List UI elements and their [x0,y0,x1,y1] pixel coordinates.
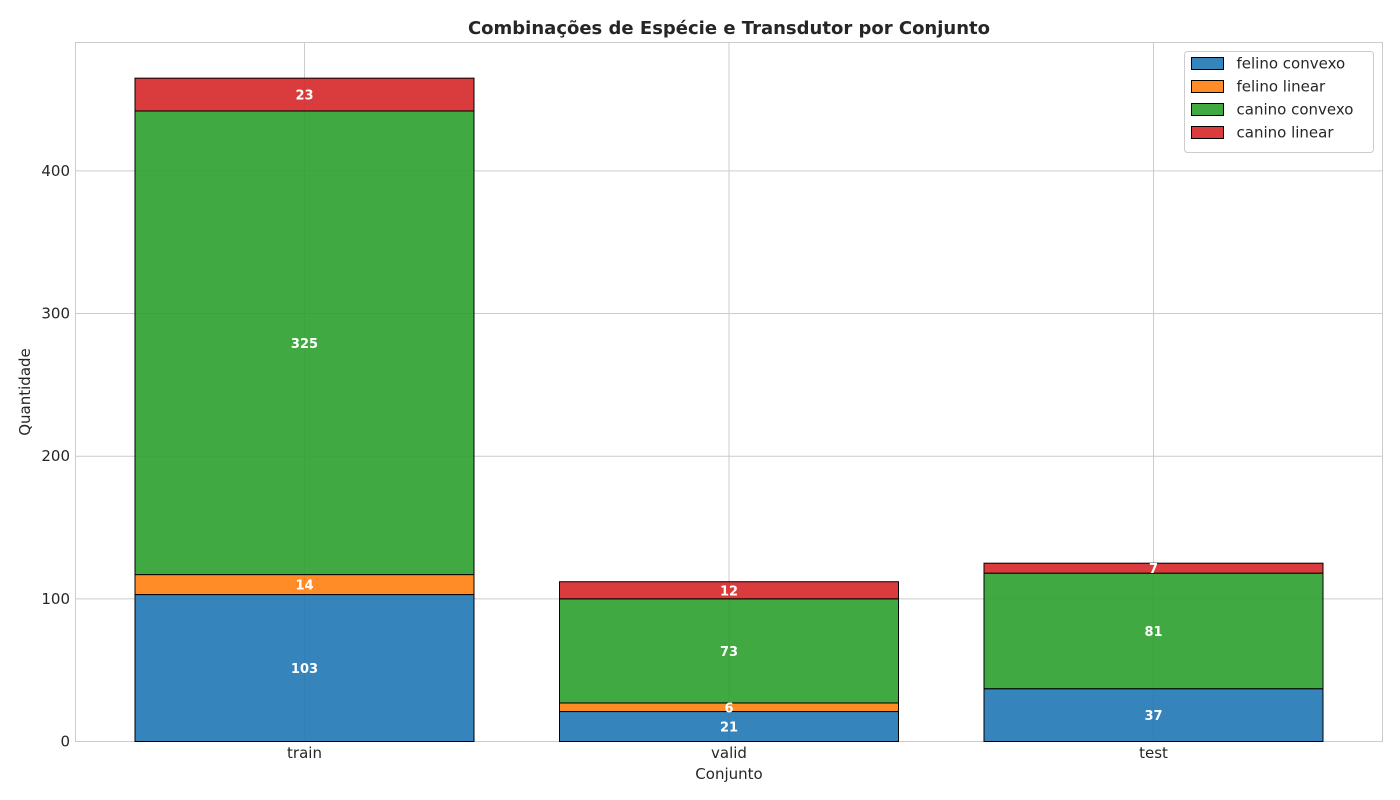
legend-box [1184,51,1374,153]
bar-segment [559,581,899,600]
y-tick-label: 0 [60,733,70,751]
chart-title: Combinações de Espécie e Transdutor por … [468,18,990,39]
y-tick-label: 200 [41,447,70,465]
bar-value-label: 23 [295,89,313,104]
bar-value-label: 37 [1144,709,1162,724]
bar-segment [983,562,1324,574]
x-tick-label: train [287,744,322,762]
bar-segment [134,594,475,742]
x-axis-label: Conjunto [695,765,762,783]
bar-value-label: 103 [291,662,318,677]
bar-segment [983,688,1324,743]
bar-segment [559,598,899,704]
x-tick-label: test [1139,744,1168,762]
y-tick-label: 100 [41,590,70,608]
y-tick-label: 400 [41,162,70,180]
bar-segment [983,572,1324,690]
bars [134,77,1324,743]
legend-entry-label: canino convexo [1237,101,1354,119]
legend-swatch [1191,126,1224,139]
bar-segment [134,110,475,576]
bar-segment [559,711,899,742]
bar-value-label: 14 [295,579,313,594]
legend-entry-label: felino linear [1237,78,1327,96]
legend-swatch [1191,57,1224,70]
bar-segment [134,77,475,112]
bar-value-label: 81 [1144,625,1162,640]
bar-value-label: 6 [724,701,733,716]
bar-value-label: 12 [720,584,738,599]
y-tick-label: 300 [41,305,70,323]
x-axis-ticks: train valid test [287,744,1168,762]
legend-entry-label: felino convexo [1237,55,1346,73]
legend-swatch [1191,80,1224,93]
y-axis-ticks: 0 100 200 300 400 [41,162,70,751]
x-tick-label: valid [711,744,747,762]
bar-value-label: 7 [1149,562,1158,577]
y-axis-label: Quantidade [16,348,34,436]
bar-value-label: 73 [720,645,738,660]
bar-value-label: 325 [291,337,318,352]
bar-value-labels: 103 14 325 23 21 6 73 12 37 81 7 [291,89,1163,736]
legend: felino convexo felino linear canino convex… [1184,51,1374,153]
legend-entry-label: canino linear [1237,124,1335,142]
bar-value-label: 21 [720,721,738,736]
legend-swatch [1191,103,1224,116]
